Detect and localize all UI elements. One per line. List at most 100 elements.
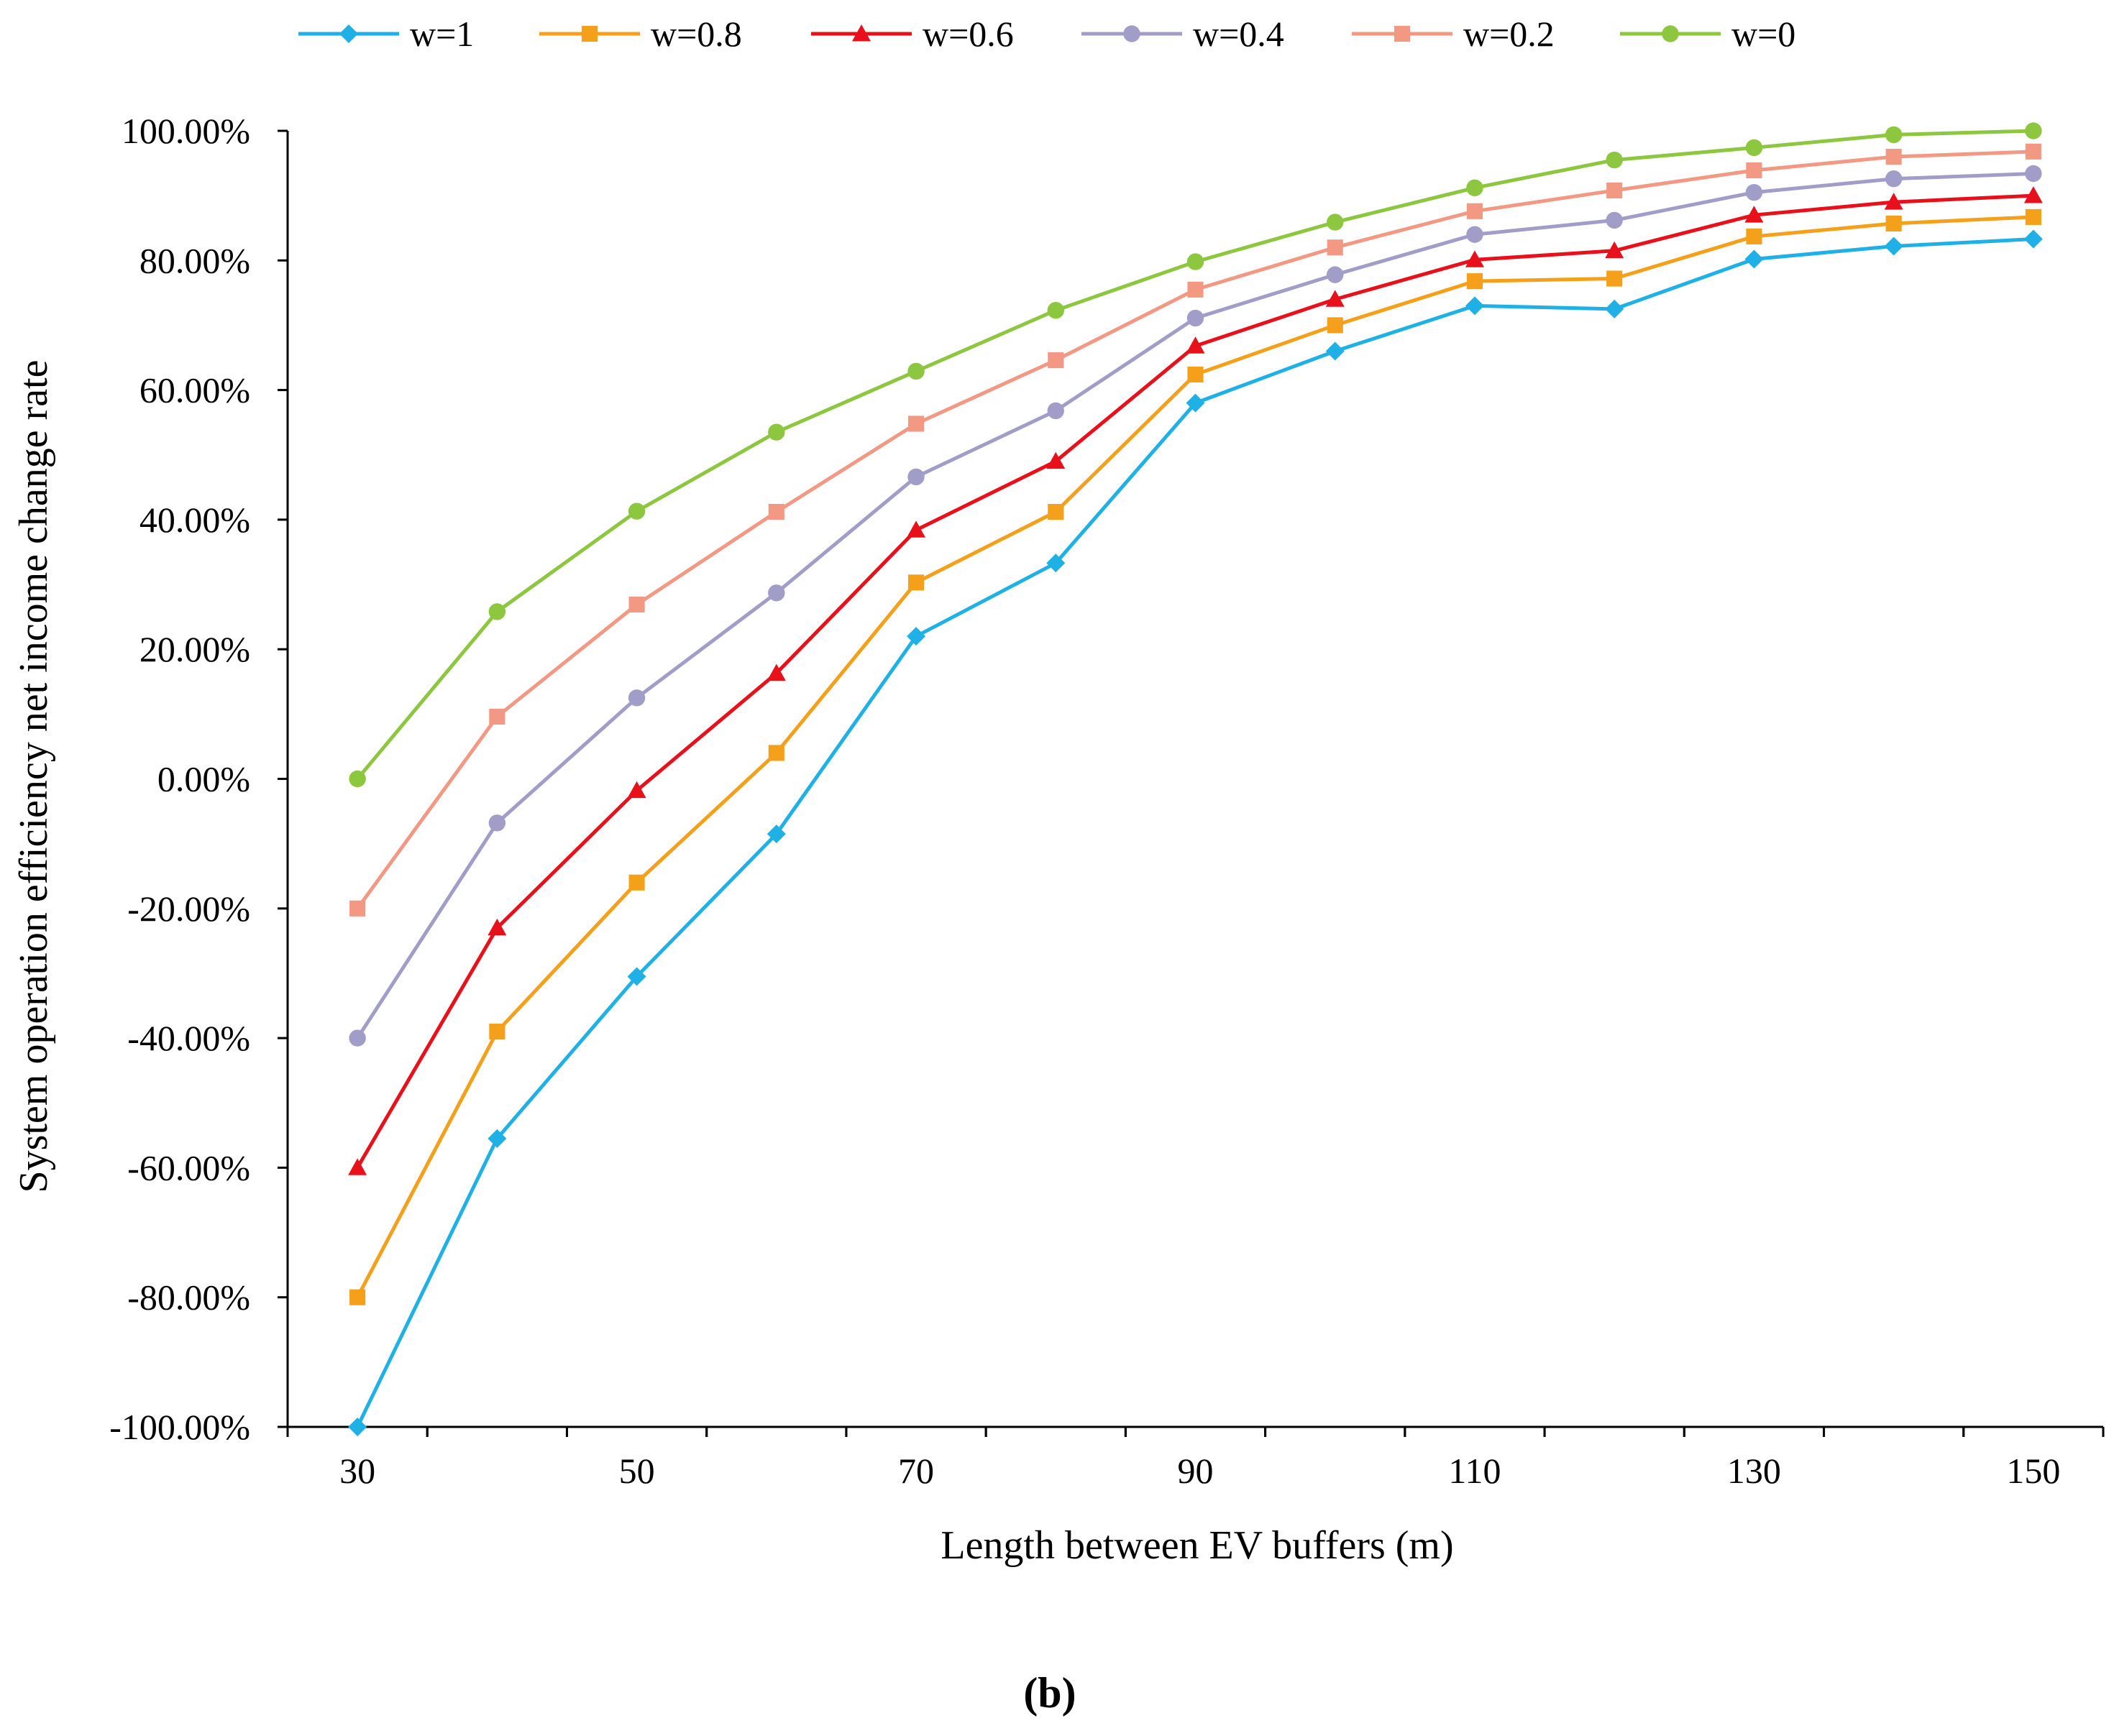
- data-point: [2025, 165, 2042, 183]
- y-tick-label: 100.00%: [122, 111, 250, 151]
- data-point: [1327, 317, 1343, 334]
- y-axis-title: System operation efficiency net income c…: [12, 360, 56, 1193]
- axes: 100.00% 80.00% 60.00% 40.00% 20.00% 0.00% -20.…: [109, 111, 2105, 1491]
- legend-marker: [852, 24, 871, 42]
- data-point: [489, 708, 505, 725]
- data-point: [907, 627, 926, 646]
- y-tick-label: -100.00%: [109, 1407, 250, 1447]
- series-line: [356, 129, 2033, 781]
- data-point: [628, 874, 645, 891]
- data-point: [1325, 341, 1345, 361]
- x-axis-title: Length between EV buffers (m): [941, 1523, 1453, 1568]
- data-point: [1186, 393, 1205, 413]
- data-point: [488, 1129, 507, 1148]
- data-point: [1466, 226, 1483, 243]
- series-w=1: [348, 229, 2043, 1436]
- data-point: [1606, 182, 1623, 198]
- y-tick-label: 80.00%: [139, 240, 250, 280]
- data-point: [1327, 213, 1344, 231]
- data-point: [1745, 139, 1763, 157]
- y-tick-label: -60.00%: [127, 1147, 250, 1188]
- data-point: [488, 918, 507, 936]
- data-point: [1606, 270, 1623, 287]
- data-point: [1186, 336, 1205, 354]
- legend-label: w=0.2: [1463, 14, 1555, 54]
- data-point: [1884, 193, 1903, 210]
- x-tick-label: 150: [2006, 1451, 2060, 1491]
- data-point: [628, 596, 645, 613]
- data-point: [349, 1289, 366, 1305]
- data-point: [1885, 126, 1903, 144]
- data-point: [1048, 504, 1064, 520]
- data-point: [1465, 296, 1484, 316]
- data-point: [628, 689, 646, 707]
- data-point: [1885, 149, 1902, 165]
- legend-label: w=1: [410, 14, 474, 54]
- data-point: [1046, 554, 1066, 573]
- data-point: [768, 504, 784, 520]
- data-point: [1744, 249, 1764, 269]
- x-tick-label: 130: [1727, 1451, 1781, 1491]
- data-point: [907, 415, 925, 432]
- data-point: [1745, 183, 1763, 201]
- x-tick-label: 90: [1178, 1451, 1214, 1491]
- legend-marker: [1662, 25, 1679, 42]
- data-point: [627, 967, 646, 986]
- data-point: [1746, 228, 1762, 244]
- figure-caption: (b): [1023, 1669, 1076, 1717]
- data-point: [489, 1024, 505, 1040]
- data-point: [1186, 309, 1204, 327]
- data-point: [1187, 366, 1204, 383]
- x-tick-label: 30: [339, 1451, 375, 1491]
- data-point: [2025, 143, 2041, 160]
- y-tick-label: 0.00%: [157, 759, 250, 799]
- data-point: [1327, 266, 1344, 283]
- legend: w=1 w=0.8 w=0.6 w=0.4 w=0.2 w=0: [298, 14, 1795, 54]
- y-tick-label: 40.00%: [139, 500, 250, 540]
- data-point: [907, 468, 925, 486]
- legend-label: w=0.6: [923, 14, 1014, 54]
- legend-entry-w=0.4: w=0.4: [1081, 14, 1284, 54]
- data-point: [1466, 273, 1483, 290]
- data-point: [1744, 206, 1764, 223]
- legend-entry-w=0.6: w=0.6: [811, 14, 1014, 54]
- legend-marker: [581, 25, 598, 42]
- data-point: [907, 362, 925, 380]
- data-point: [1046, 451, 1066, 469]
- data-point: [628, 502, 646, 520]
- data-point: [907, 574, 925, 591]
- data-point: [349, 900, 366, 917]
- legend-marker: [339, 24, 358, 43]
- data-point: [1465, 250, 1484, 267]
- series-w=0.2: [349, 143, 2041, 917]
- data-point: [1325, 290, 1345, 307]
- data-point: [349, 1029, 366, 1047]
- legend-marker: [1123, 25, 1140, 42]
- data-point: [1606, 211, 1623, 229]
- legend-label: w=0: [1731, 14, 1795, 54]
- data-point: [488, 814, 506, 832]
- x-tick-label: 50: [619, 1451, 655, 1491]
- legend-entry-w=0: w=0: [1620, 14, 1795, 54]
- data-point: [1746, 162, 1762, 179]
- series-line: [356, 172, 2033, 1039]
- data-point: [1047, 302, 1064, 319]
- data-point: [627, 781, 646, 799]
- data-point: [767, 825, 786, 844]
- y-tick-label: 60.00%: [139, 370, 250, 410]
- y-tick-label: -80.00%: [127, 1277, 250, 1318]
- data-point: [767, 663, 786, 681]
- data-point: [1605, 241, 1624, 259]
- data-point: [2023, 229, 2043, 249]
- data-point: [2025, 208, 2041, 225]
- legend-label: w=0.8: [651, 14, 742, 54]
- legend-entry-w=0.8: w=0.8: [539, 14, 742, 54]
- data-point: [349, 770, 366, 788]
- series-w=0.8: [349, 208, 2041, 1305]
- data-point: [348, 1158, 367, 1175]
- legend-label: w=0.4: [1193, 14, 1284, 54]
- data-point: [768, 584, 785, 602]
- data-point: [1885, 215, 1902, 231]
- data-point: [1466, 179, 1483, 197]
